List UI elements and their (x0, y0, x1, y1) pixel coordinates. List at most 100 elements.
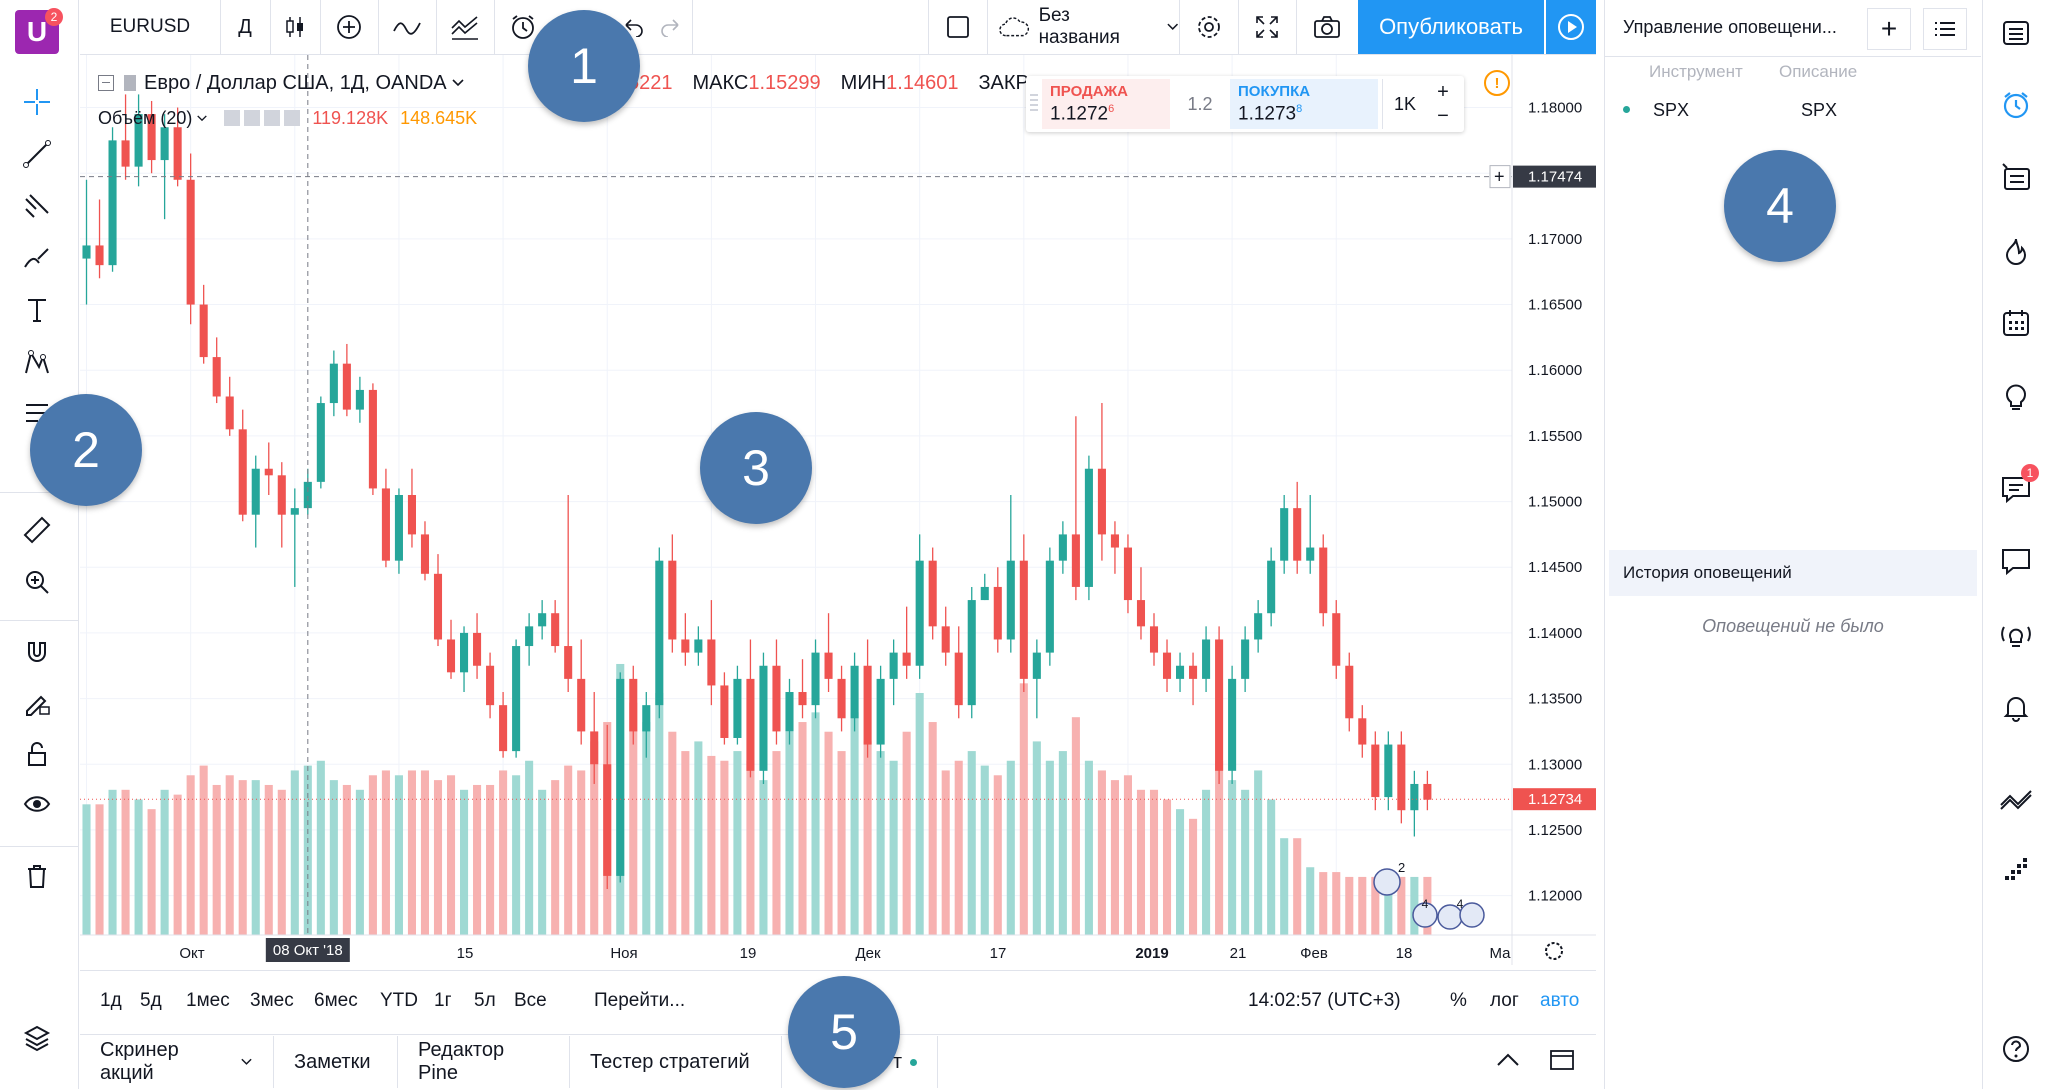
log-toggle[interactable]: лог (1490, 990, 1519, 1011)
open-value: 5221 (628, 71, 673, 94)
undo-icon[interactable] (612, 0, 652, 54)
data-window-icon[interactable] (1997, 158, 2035, 196)
brush-tool-icon[interactable] (19, 240, 55, 276)
more-icon[interactable] (264, 110, 281, 126)
candle-body (1032, 652, 1041, 679)
chart-type-icon[interactable] (270, 0, 321, 54)
alert-row[interactable]: SPX SPX (1605, 90, 1981, 130)
volume-bar (642, 722, 651, 935)
tab-trading-panel[interactable]: т (782, 1036, 938, 1088)
tab-screener[interactable]: Скринер акций (80, 1036, 274, 1088)
range-button[interactable]: 1д (100, 990, 122, 1011)
range-button[interactable]: YTD (380, 990, 418, 1011)
crosshair-tool-icon[interactable] (19, 84, 55, 120)
templates-icon[interactable] (436, 0, 495, 54)
time-tick-label: 17 (990, 945, 1007, 962)
help-icon[interactable] (1997, 1030, 2035, 1068)
volume-value-2: 148.645K (400, 107, 478, 128)
remove-icon[interactable] (284, 110, 301, 126)
quantity-field[interactable]: 1K (1382, 79, 1427, 129)
ideas-lightbulb-icon[interactable] (1997, 378, 2035, 416)
auto-toggle[interactable]: авто (1540, 990, 1580, 1011)
chevron-down-icon[interactable] (196, 114, 208, 123)
add-alert-icon[interactable]: + (1867, 8, 1911, 50)
camera-icon[interactable] (1296, 0, 1359, 54)
buy-button[interactable]: ПОКУПКА 1.12738 (1230, 79, 1378, 129)
settings-gear-icon[interactable] (1180, 0, 1239, 54)
price-tick-label: 1.16000 (1528, 362, 1582, 379)
ruler-icon[interactable] (19, 512, 55, 548)
volume-bar (499, 770, 508, 935)
candle-body (720, 685, 729, 738)
watchlist-icon[interactable] (1997, 14, 2035, 52)
collapse-legend-icon[interactable] (98, 75, 114, 91)
chevron-down-icon[interactable] (451, 78, 465, 88)
candle-body (82, 245, 91, 259)
tab-pine-editor[interactable]: Редактор Pine (398, 1036, 570, 1088)
layout-select-icon[interactable] (928, 0, 988, 54)
volume-bar (199, 765, 208, 935)
lock-drawing-icon[interactable] (19, 684, 55, 720)
candle-body (681, 639, 690, 653)
fullscreen-icon[interactable] (1238, 0, 1297, 54)
layout-name-button[interactable]: Без названия (986, 0, 1180, 54)
redo-icon[interactable] (652, 0, 693, 54)
range-button[interactable]: 5л (474, 990, 496, 1011)
volume-bar (82, 804, 91, 935)
sell-button[interactable]: ПРОДАЖА 1.12726 (1042, 79, 1170, 129)
symbol-search-button[interactable]: EURUSD (80, 0, 221, 54)
visibility-icon[interactable] (224, 110, 241, 126)
pattern-tool-icon[interactable] (19, 344, 55, 380)
compare-add-icon[interactable] (320, 0, 379, 54)
hotlist-icon[interactable] (1997, 232, 2035, 270)
qty-plus-icon[interactable]: + (1437, 80, 1449, 103)
magnet-icon[interactable] (19, 634, 55, 670)
volume-bar (407, 770, 416, 935)
drag-handle-icon[interactable] (1030, 94, 1038, 114)
alert-clock-icon[interactable] (494, 0, 552, 54)
interval-button[interactable]: Д (220, 0, 271, 54)
alerts-menu-icon[interactable] (1923, 8, 1967, 50)
dom-icon[interactable] (1997, 780, 2035, 818)
time-tick-label: 15 (457, 945, 474, 962)
text-tool-icon[interactable] (19, 292, 55, 328)
chart-pane[interactable]: 1.180001.175001.170001.165001.160001.155… (80, 55, 1596, 965)
range-button[interactable]: 1мес (186, 990, 230, 1011)
object-tree-icon[interactable] (19, 1020, 55, 1056)
qty-minus-icon[interactable]: − (1437, 104, 1449, 127)
publish-button[interactable]: Опубликовать (1358, 0, 1544, 54)
fib-tool-icon[interactable] (19, 188, 55, 224)
trend-line-icon[interactable] (19, 136, 55, 172)
notifications-bell-icon[interactable] (1997, 688, 2035, 726)
settings-icon[interactable] (244, 110, 261, 126)
zoom-in-icon[interactable] (19, 564, 55, 600)
alerts-clock-icon[interactable] (1997, 86, 2035, 124)
range-button[interactable]: 3мес (250, 990, 294, 1011)
range-button[interactable]: 1г (434, 990, 452, 1011)
volume-bar (160, 789, 169, 935)
stream-icon[interactable] (1997, 616, 2035, 654)
range-button[interactable]: 5д (140, 990, 162, 1011)
indicators-icon[interactable] (378, 0, 437, 54)
collapse-panel-icon[interactable] (1492, 1044, 1524, 1076)
maximize-panel-icon[interactable] (1546, 1044, 1578, 1076)
candle-body (954, 652, 963, 706)
private-chats-icon[interactable] (1997, 542, 2035, 580)
unlock-icon[interactable] (19, 736, 55, 772)
percent-toggle[interactable]: % (1450, 990, 1467, 1011)
warning-icon[interactable]: ! (1484, 70, 1510, 96)
candlestick-chart[interactable]: 1.180001.175001.170001.165001.160001.155… (80, 55, 1596, 965)
tab-notes[interactable]: Заметки (274, 1036, 398, 1088)
goto-button[interactable]: Перейти... (594, 990, 686, 1011)
range-button[interactable]: 6мес (314, 990, 358, 1011)
volume-bar (225, 775, 234, 935)
replay-play-icon[interactable] (1546, 0, 1596, 54)
volume-bar (316, 760, 325, 935)
volume-bar (1267, 799, 1276, 935)
trash-icon[interactable] (19, 858, 55, 894)
eye-icon[interactable] (19, 786, 55, 822)
depth-of-market-icon[interactable] (1997, 852, 2035, 890)
range-button[interactable]: Все (514, 990, 547, 1011)
calendar-icon[interactable] (1997, 304, 2035, 342)
tab-strategy-tester[interactable]: Тестер стратегий (570, 1036, 782, 1088)
